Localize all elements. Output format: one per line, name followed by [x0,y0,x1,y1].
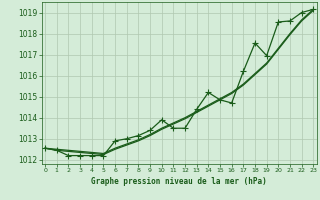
X-axis label: Graphe pression niveau de la mer (hPa): Graphe pression niveau de la mer (hPa) [91,177,267,186]
